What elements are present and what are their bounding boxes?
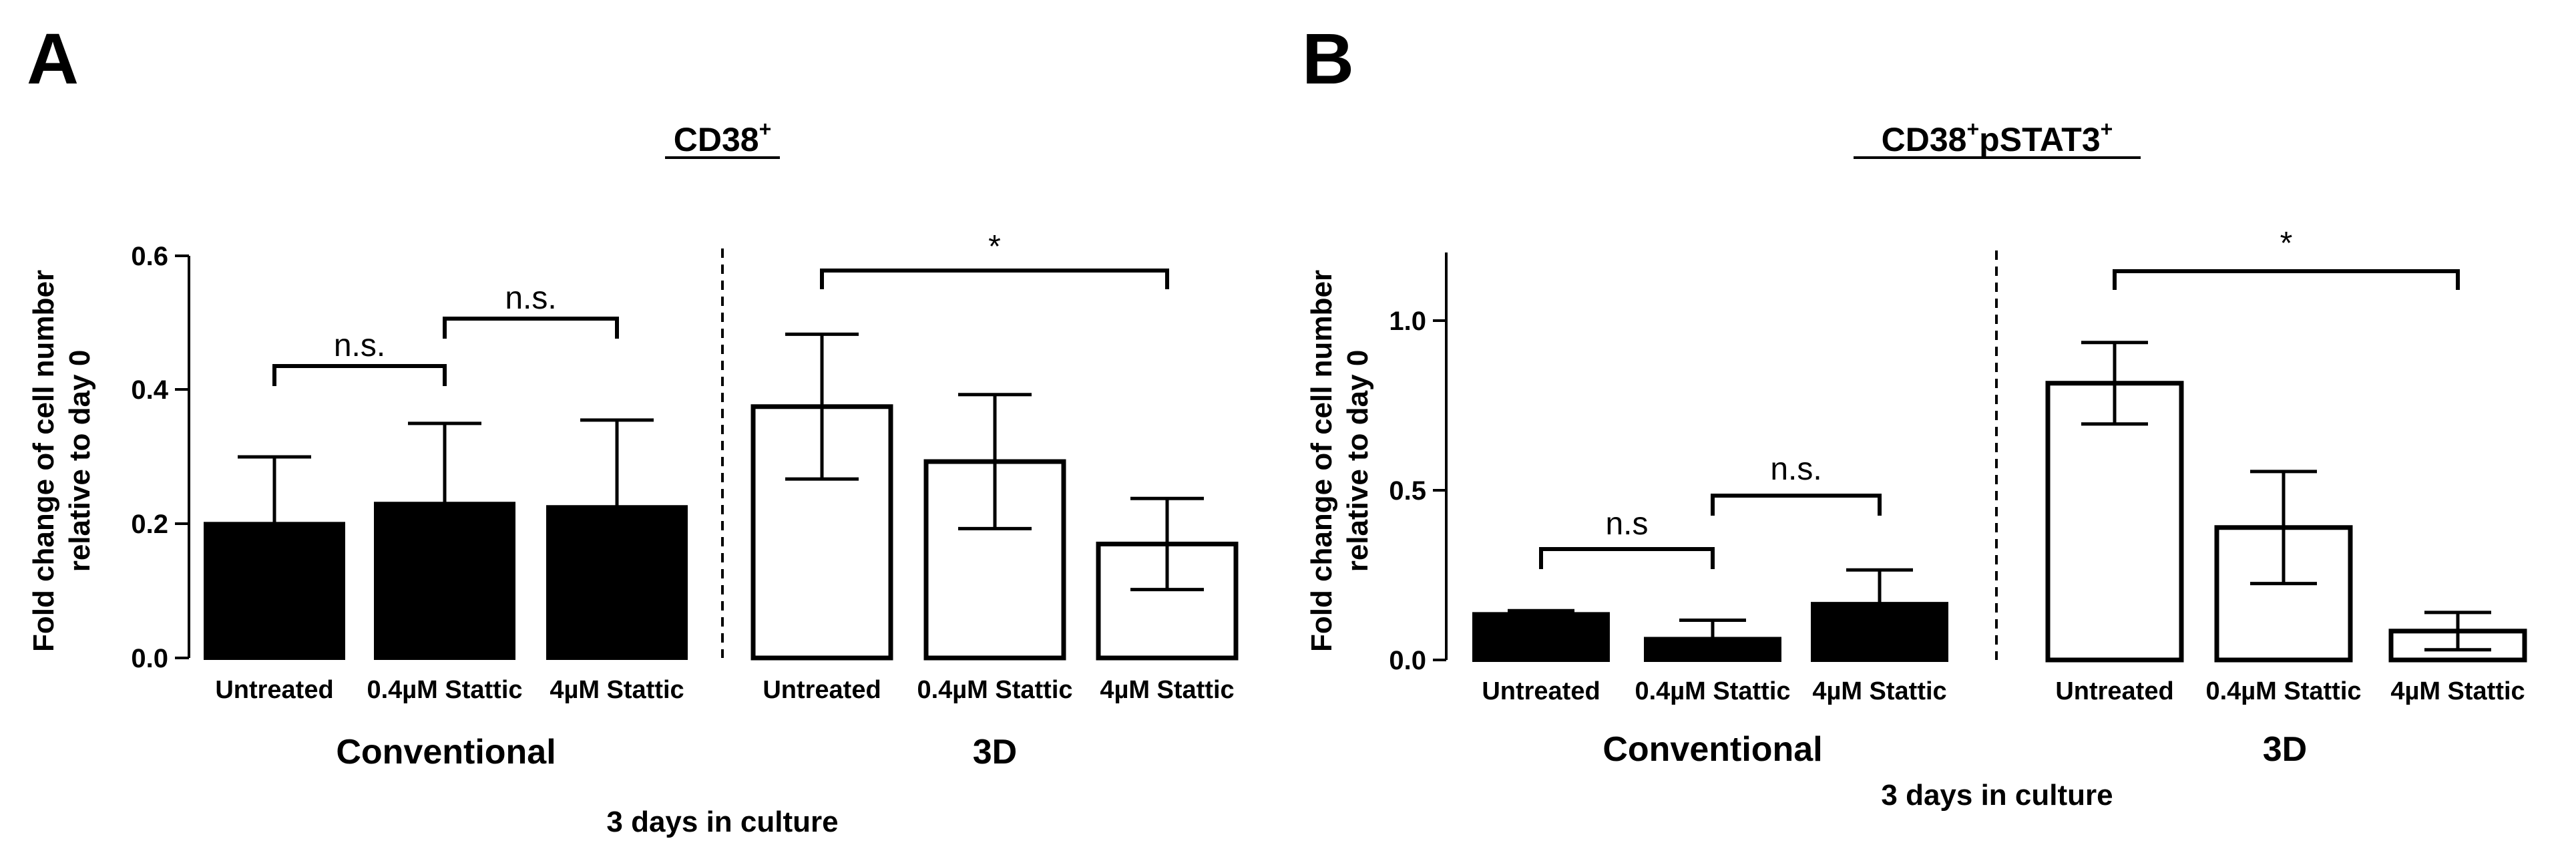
panel-a-title: CD38+ [665, 117, 780, 159]
panel-b-conv-0-bar [1472, 612, 1610, 662]
panel-a-significance-label-2: * [988, 229, 1001, 265]
panel-a-cat-conv-4: 4µM Stattic [550, 676, 684, 704]
panel-b-ytick-2: 1.0 [1389, 307, 1446, 336]
panel-b-cat-conv-04: 0.4µM Stattic [1635, 677, 1790, 705]
panel-letter-b: B [1302, 18, 1354, 99]
panel-a-title-sup: + [759, 117, 772, 141]
panel-b-conv-2-bar [1811, 602, 1948, 662]
panel-a-group-label-conventional: Conventional [336, 733, 556, 771]
svg-text:0.2: 0.2 [131, 510, 168, 539]
panel-a-significance-bracket-2 [820, 269, 1169, 289]
panel-a-cat-3d-untreated: Untreated [763, 676, 881, 704]
panel-b-title-main: CD38 [1882, 121, 1967, 158]
panel-a-ytick-0: 0.0 [131, 644, 189, 673]
panel-b-title-sup: + [1966, 117, 1979, 141]
panel-b-ylabel-line2: relative to day 0 [1341, 350, 1374, 572]
panel-b-3d-0-bar [2045, 381, 2184, 663]
svg-text:0.0: 0.0 [1389, 646, 1426, 675]
svg-text:0.6: 0.6 [131, 242, 168, 271]
panel-a: A CD38+ Fold change of cell number relat… [27, 18, 1239, 838]
panel-b-conv-1-bar [1644, 637, 1781, 663]
panel-b-y-axis-label: Fold change of cell number relative to d… [1305, 270, 1374, 652]
panel-a-title-main: CD38 [674, 121, 759, 158]
panel-b-ylabel-line1: Fold change of cell number [1305, 270, 1338, 652]
panel-a-cat-conv-04: 0.4µM Stattic [367, 676, 522, 704]
panel-b-significance-label-2: * [2280, 226, 2293, 261]
panel-b: B CD38+pSTAT3+ Fold change of cell numbe… [1302, 18, 2527, 812]
panel-b-title: CD38+pSTAT3+ [1854, 117, 2141, 159]
panel-b-cat-3d-untreated: Untreated [2055, 677, 2173, 705]
panel-b-group-label-conventional: Conventional [1602, 730, 1822, 769]
panel-b-ytick-0: 0.0 [1389, 646, 1446, 675]
svg-text:0.0: 0.0 [131, 644, 168, 673]
panel-a-significance-bracket-1 [443, 317, 619, 339]
panel-b-cat-conv-untreated: Untreated [1482, 677, 1600, 705]
panel-a-ytick-3: 0.6 [131, 242, 189, 271]
panel-a-bars: n.s. n.s. * [204, 229, 1239, 661]
panel-a-group-label-3d: 3D [973, 733, 1017, 771]
panel-b-cat-3d-4: 4µM Stattic [2390, 677, 2525, 705]
panel-a-ytick-2: 0.4 [131, 375, 189, 405]
svg-text:0.5: 0.5 [1389, 476, 1426, 506]
panel-b-title-suffix: pSTAT3 [1979, 121, 2100, 158]
panel-a-cat-conv-untreated: Untreated [215, 676, 333, 704]
panel-b-ytick-1: 0.5 [1389, 476, 1446, 506]
panel-a-x-axis-label: 3 days in culture [606, 806, 838, 838]
panel-a-significance-label-0: n.s. [334, 328, 385, 363]
svg-text:1.0: 1.0 [1389, 307, 1426, 336]
panel-b-significance-label-0: n.s [1605, 506, 1648, 542]
panel-b-significance-bracket-0 [1539, 547, 1715, 569]
svg-text:CD38+pSTAT3+: CD38+pSTAT3+ [1882, 117, 2113, 158]
panel-b-significance-bracket-1 [1711, 494, 1882, 516]
panel-a-ylabel-line2: relative to day 0 [63, 350, 96, 572]
panel-letter-a: A [27, 18, 79, 99]
panel-b-significance-bracket-2 [2113, 269, 2460, 290]
panel-a-conv-0-bar [204, 522, 345, 660]
panel-a-significance-bracket-0 [272, 364, 447, 386]
panel-a-significance-label-1: n.s. [505, 281, 556, 316]
panel-b-category-labels: Untreated 0.4µM Stattic 4µM Stattic Untr… [1482, 677, 2525, 705]
panel-a-conv-2-bar [546, 505, 688, 660]
svg-text:CD38+: CD38+ [674, 117, 772, 158]
panel-b-title-suffix-sup: + [2101, 117, 2113, 141]
panel-a-ytick-1: 0.2 [131, 510, 189, 539]
panel-a-ylabel-line1: Fold change of cell number [27, 270, 60, 652]
panel-b-bars: n.s n.s. * [1472, 226, 2527, 663]
panel-b-cat-3d-04: 0.4µM Stattic [2205, 677, 2361, 705]
panel-a-cat-3d-4: 4µM Stattic [1100, 676, 1234, 704]
panel-a-y-axis-label: Fold change of cell number relative to d… [27, 270, 96, 652]
panel-b-cat-conv-4: 4µM Stattic [1812, 677, 1946, 705]
panel-a-category-labels: Untreated 0.4µM Stattic 4µM Stattic Untr… [215, 676, 1234, 704]
panel-b-x-axis-label: 3 days in culture [1881, 779, 2113, 812]
panel-a-cat-3d-04: 0.4µM Stattic [917, 676, 1072, 704]
panel-a-conv-1-bar [374, 502, 515, 660]
svg-text:0.4: 0.4 [131, 375, 168, 405]
panel-b-group-label-3d: 3D [2263, 730, 2307, 769]
panel-b-significance-label-1: n.s. [1770, 452, 1821, 487]
